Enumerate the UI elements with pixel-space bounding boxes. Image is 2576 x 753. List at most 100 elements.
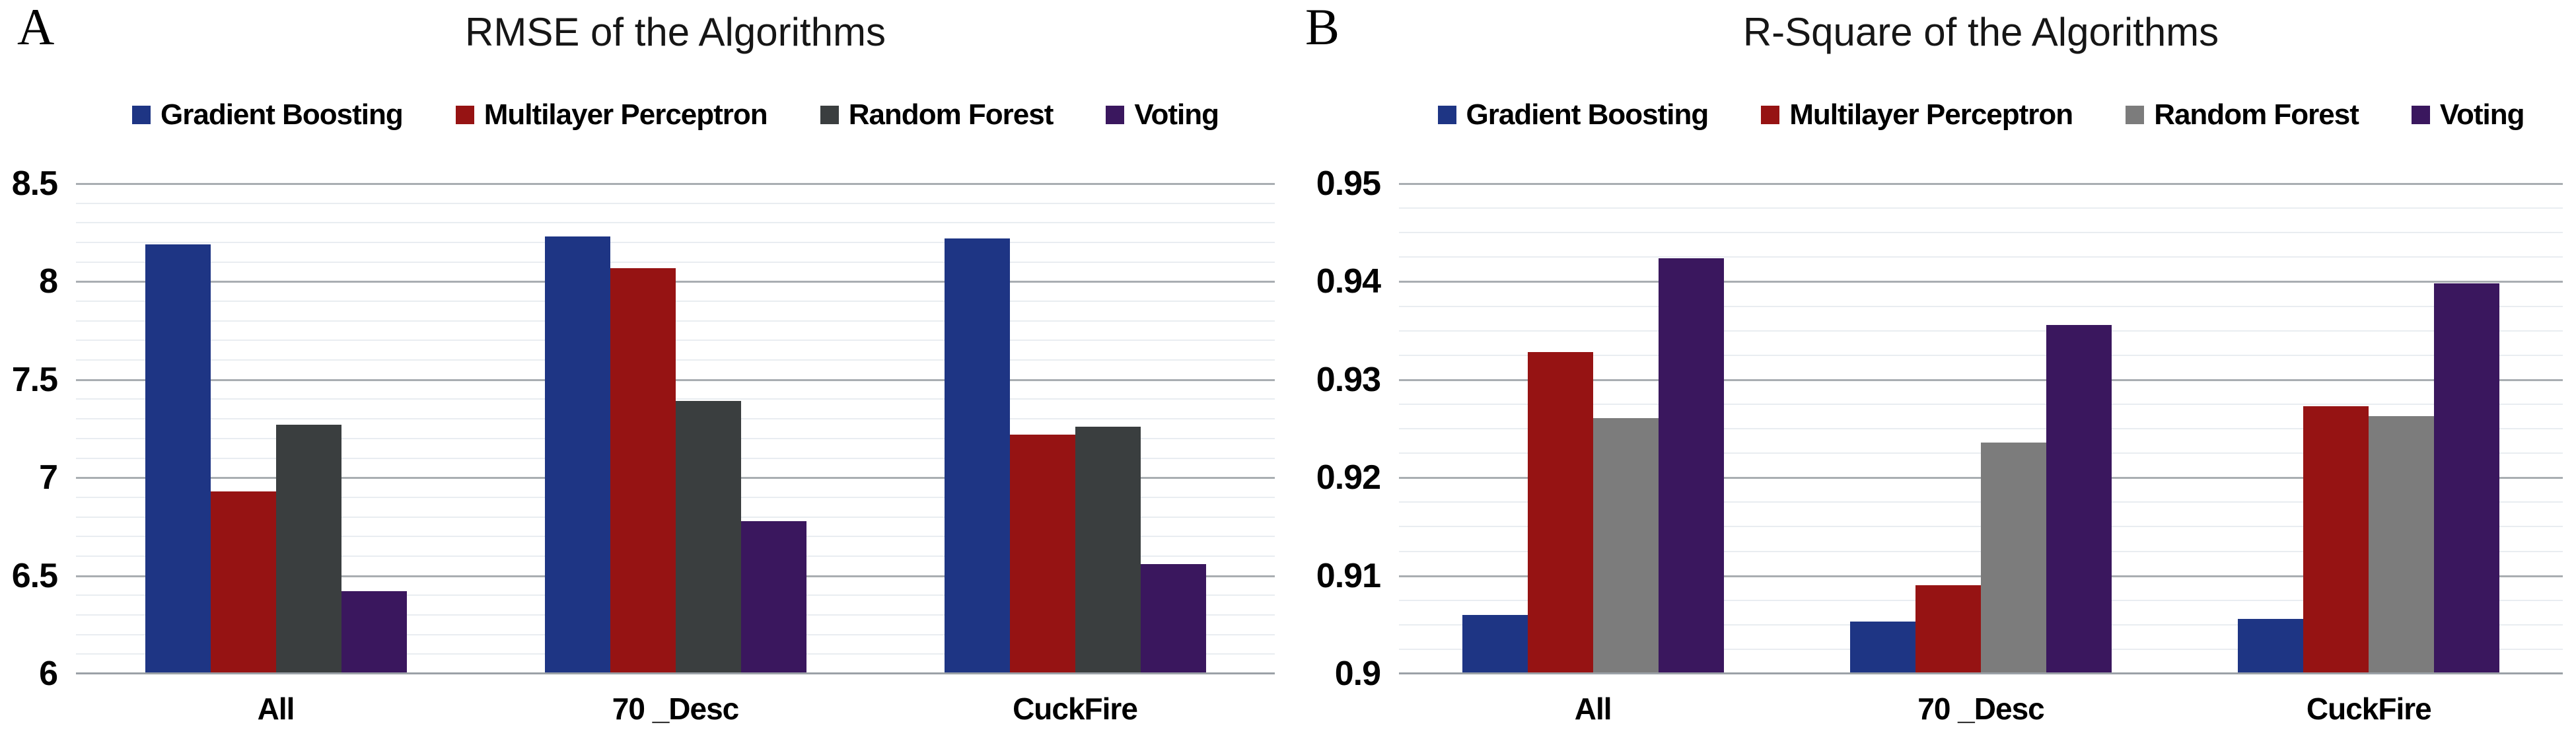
bar	[1140, 563, 1206, 674]
minor-gridline	[1399, 256, 2563, 258]
bar	[1462, 614, 1528, 674]
minor-gridline	[76, 398, 1275, 400]
minor-gridline	[1399, 207, 2563, 209]
legend-swatch	[455, 106, 474, 124]
x-category-label: CuckFire	[2306, 692, 2432, 726]
bar	[610, 268, 676, 674]
bar	[1850, 622, 1915, 674]
minor-gridline	[76, 202, 1275, 204]
y-tick-label: 8.5	[11, 164, 58, 203]
minor-gridline	[76, 340, 1275, 341]
legend-swatch	[1761, 106, 1780, 124]
bar	[1527, 352, 1593, 674]
legend-swatch	[1437, 106, 1456, 124]
bar	[2238, 618, 2304, 674]
minor-gridline	[76, 301, 1275, 303]
x-axis-line	[76, 672, 1275, 674]
bar	[1915, 585, 1981, 674]
legend-label: Voting	[1134, 98, 1219, 131]
major-gridline	[76, 378, 1275, 381]
minor-gridline	[1399, 305, 2563, 307]
minor-gridline	[1399, 354, 2563, 356]
legend-label: Random Forest	[848, 98, 1054, 131]
legend-label: Gradient Boosting	[161, 98, 404, 131]
y-tick-label: 7.5	[11, 360, 58, 399]
bar	[2434, 283, 2500, 674]
legend-swatch	[132, 106, 151, 124]
major-gridline	[1399, 281, 2563, 283]
legend-label: Multilayer Perceptron	[483, 98, 768, 131]
minor-gridline	[76, 242, 1275, 244]
minor-gridline	[1399, 330, 2563, 332]
bar	[275, 425, 341, 674]
bar	[944, 238, 1010, 674]
y-tick-label: 0.91	[1316, 556, 1381, 595]
bar	[1075, 427, 1141, 674]
major-gridline	[1399, 183, 2563, 185]
legend-item: Multilayer Perceptron	[455, 98, 768, 131]
panel-letter-b: B	[1305, 0, 1340, 55]
major-gridline	[76, 183, 1275, 185]
minor-gridline	[76, 359, 1275, 361]
bar	[2046, 324, 2112, 674]
minor-gridline	[76, 320, 1275, 322]
y-tick-label: 8	[39, 262, 58, 301]
bar	[341, 591, 407, 674]
y-tick-label: 0.94	[1316, 262, 1381, 301]
legend-item: Voting	[1106, 98, 1219, 131]
legend-item: Gradient Boosting	[1437, 98, 1709, 131]
y-tick-label: 0.92	[1316, 458, 1381, 497]
legend-swatch	[2411, 106, 2430, 124]
bar	[1592, 417, 1659, 674]
legend-label: Random Forest	[2154, 98, 2359, 131]
bar	[1981, 442, 2046, 674]
legend-swatch	[2126, 106, 2145, 124]
minor-gridline	[1399, 232, 2563, 234]
bar	[1009, 434, 1075, 674]
chart-panel-rsquare: B R-Square of the Algorithms Gradient Bo…	[1288, 0, 2576, 753]
y-tick-label: 6	[39, 655, 58, 693]
minor-gridline	[76, 261, 1275, 263]
x-axis-line	[1399, 672, 2563, 674]
legend-item: Random Forest	[820, 98, 1054, 131]
y-tick-label: 0.9	[1334, 655, 1381, 693]
bar	[145, 244, 211, 674]
x-category-label: All	[1574, 692, 1612, 726]
legend-label: Voting	[2439, 98, 2525, 131]
x-category-label: All	[257, 692, 295, 726]
legend-label: Gradient Boosting	[1466, 98, 1709, 131]
y-tick-label: 7	[39, 458, 58, 497]
legend-item: Voting	[2411, 98, 2525, 131]
legend-item: Random Forest	[2126, 98, 2359, 131]
bar	[1658, 258, 1724, 674]
legend-item: Gradient Boosting	[132, 98, 404, 131]
bar	[2303, 406, 2369, 674]
chart-title-rsquare: R-Square of the Algorithms	[1742, 10, 2219, 54]
panel-letter-a: A	[17, 0, 55, 55]
legend-swatch	[820, 106, 839, 124]
major-gridline	[76, 281, 1275, 283]
legend-item: Multilayer Perceptron	[1761, 98, 2073, 131]
minor-gridline	[1399, 403, 2563, 405]
minor-gridline	[76, 222, 1275, 224]
bar	[544, 236, 610, 674]
y-tick-label: 6.5	[11, 556, 58, 595]
legend: Gradient Boosting Multilayer Perceptron Ra…	[76, 98, 1275, 132]
bar	[210, 491, 276, 674]
minor-gridline	[1399, 428, 2563, 429]
legend-label: Multilayer Perceptron	[1789, 98, 2073, 131]
x-category-label: 70 _Desc	[1917, 692, 2045, 726]
chart-title-rmse: RMSE of the Algorithms	[465, 10, 886, 54]
plot-area	[76, 183, 1275, 674]
y-tick-label: 0.95	[1316, 164, 1381, 203]
x-category-label: 70 _Desc	[612, 692, 740, 726]
legend: Gradient Boosting Multilayer Perceptron Ra…	[1399, 98, 2563, 132]
bar	[675, 401, 741, 674]
bar	[2369, 415, 2435, 674]
legend-swatch	[1106, 106, 1125, 124]
chart-panel-rmse: A RMSE of the Algorithms Gradient Boosti…	[11, 0, 1275, 726]
plot-area	[1399, 183, 2563, 674]
x-category-label: CuckFire	[1013, 692, 1138, 726]
major-gridline	[1399, 378, 2563, 381]
